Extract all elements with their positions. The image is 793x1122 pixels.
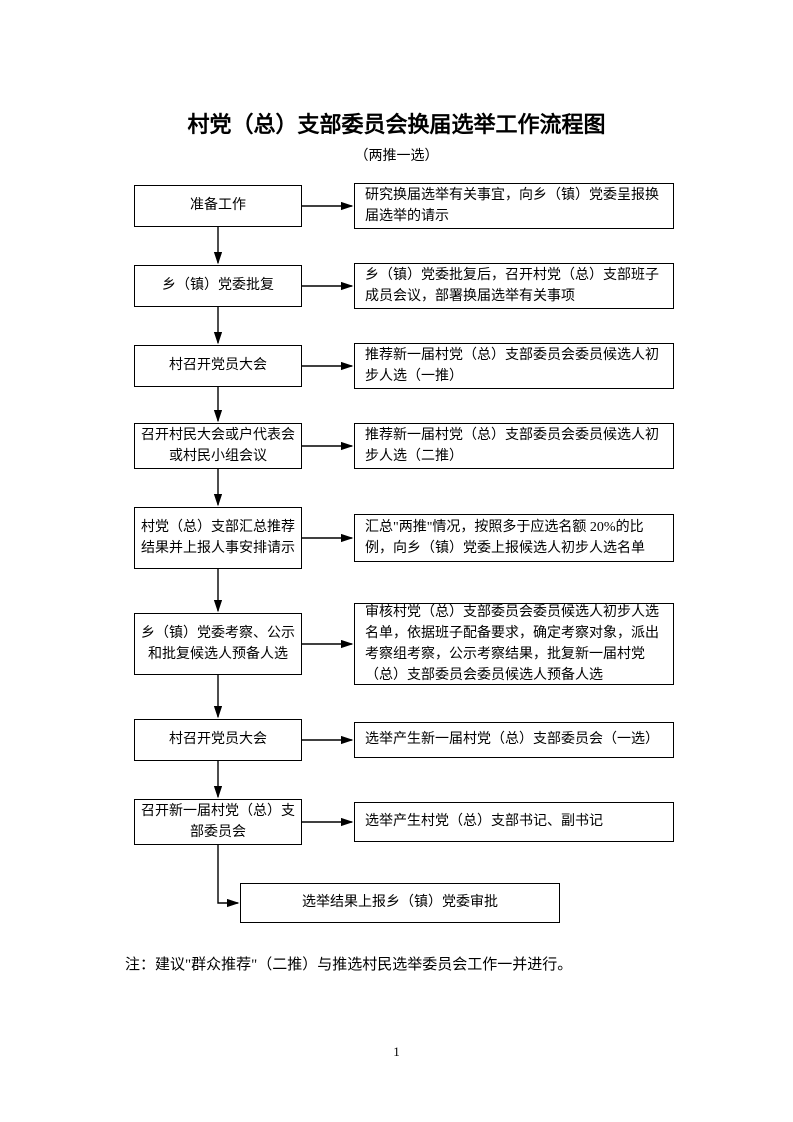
step-2-box: 乡（镇）党委批复 [134,265,302,307]
step-1-box: 准备工作 [134,185,302,227]
step-1-desc: 研究换届选举有关事宜，向乡（镇）党委呈报换届选举的请示 [354,183,674,229]
step-4-desc: 推荐新一届村党（总）支部委员会委员候选人初步人选（二推） [354,423,674,469]
step-2-desc: 乡（镇）党委批复后，召开村党（总）支部班子成员会议，部署换届选举有关事项 [354,263,674,309]
step-3-desc: 推荐新一届村党（总）支部委员会委员候选人初步人选（一推） [354,343,674,389]
step-5-desc: 汇总"两推"情况，按照多于应选名额 20%的比例，向乡（镇）党委上报候选人初步人… [354,514,674,562]
page-title: 村党（总）支部委员会换届选举工作流程图 [0,110,793,141]
step-6-desc: 审核村党（总）支部委员会委员候选人初步人选名单，依据班子配备要求，确定考察对象，… [354,603,674,685]
page-subtitle: （两推一选） [0,145,793,165]
step-7-desc: 选举产生新一届村党（总）支部委员会（一选） [354,722,674,758]
step-6-box: 乡（镇）党委考察、公示和批复候选人预备人选 [134,613,302,675]
step-5-box: 村党（总）支部汇总推荐结果并上报人事安排请示 [134,507,302,569]
step-3-box: 村召开党员大会 [134,345,302,387]
step-8-box: 召开新一届村党（总）支部委员会 [134,799,302,845]
step-4-box: 召开村民大会或户代表会或村民小组会议 [134,423,302,469]
footnote: 注：建议"群众推荐"（二推）与推选村民选举委员会工作一并进行。 [125,953,685,974]
step-7-box: 村召开党员大会 [134,719,302,761]
final-box: 选举结果上报乡（镇）党委审批 [240,883,560,923]
step-8-desc: 选举产生村党（总）支部书记、副书记 [354,802,674,842]
flow-diagram: 准备工作研究换届选举有关事宜，向乡（镇）党委呈报换届选举的请示乡（镇）党委批复乡… [0,183,793,1003]
page-number: 1 [0,1044,793,1060]
